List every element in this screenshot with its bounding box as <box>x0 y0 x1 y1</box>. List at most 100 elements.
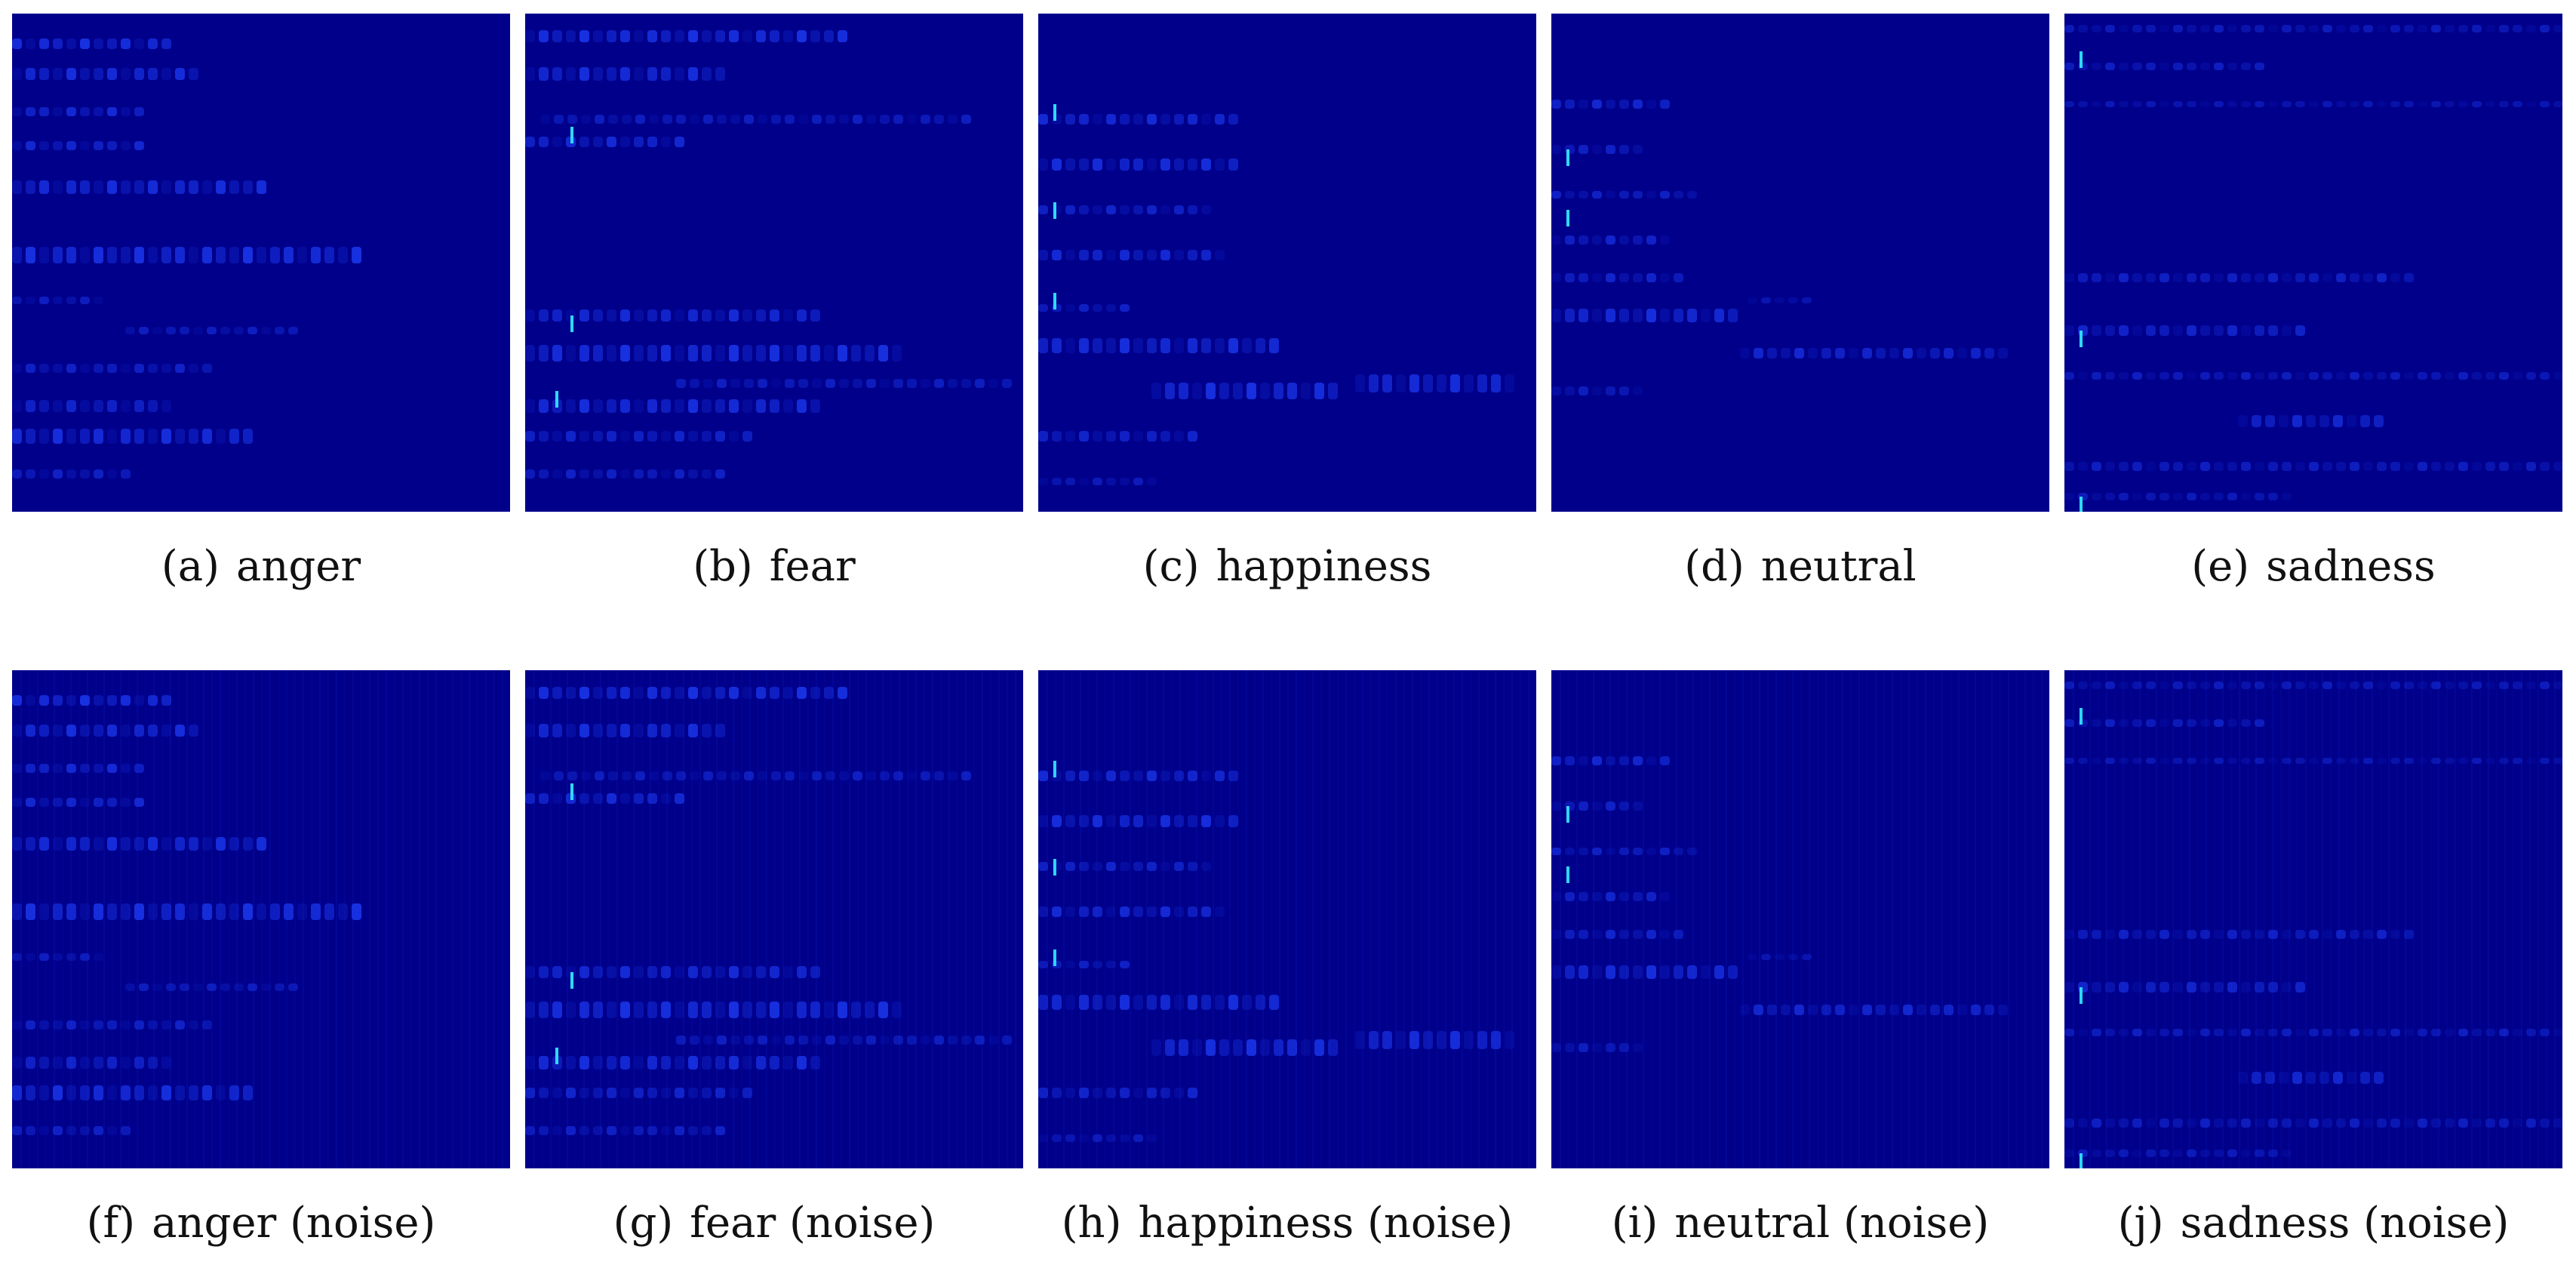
harmonic-band <box>1917 1005 1926 1015</box>
harmonic-band <box>1998 1005 2008 1015</box>
harmonic-band <box>2472 372 2482 380</box>
noise-streak <box>1337 670 1339 1168</box>
harmonic-band <box>2173 682 2183 689</box>
harmonic-band <box>2268 325 2278 336</box>
harmonic-band <box>1147 1088 1157 1098</box>
noise-streak <box>1395 670 1397 1168</box>
harmonic-band <box>1578 848 1588 855</box>
harmonic-band <box>202 364 212 373</box>
harmonic-band <box>2553 1029 2562 1036</box>
harmonic-band <box>634 966 644 978</box>
harmonic-band <box>620 67 630 81</box>
harmonic-band <box>1767 348 1777 359</box>
harmonic-band <box>2200 719 2210 727</box>
harmonic-band <box>2295 982 2305 993</box>
harmonic-band <box>134 903 144 920</box>
harmonic-band <box>94 903 103 920</box>
harmonic-band <box>783 966 793 978</box>
harmonic-band <box>593 1002 603 1018</box>
harmonic-band <box>838 1002 847 1018</box>
harmonic-band <box>1930 1005 1940 1015</box>
harmonic-band <box>593 724 603 737</box>
noise-streak <box>1676 670 1677 1168</box>
harmonic-band <box>812 115 822 124</box>
harmonic-band <box>1093 158 1102 171</box>
harmonic-band <box>2173 63 2183 70</box>
noise-streak <box>1684 670 1686 1168</box>
harmonic-band <box>2092 63 2101 70</box>
harmonic-band <box>1038 114 1048 125</box>
harmonic-band <box>810 1002 820 1018</box>
harmonic-band <box>1592 930 1602 939</box>
harmonic-band <box>1565 1043 1575 1052</box>
harmonic-band <box>825 771 835 780</box>
harmonic-band <box>1944 348 1954 359</box>
noise-streak <box>161 670 163 1168</box>
noise-streak <box>724 670 726 1168</box>
harmonic-band <box>1957 348 1967 359</box>
harmonic-band <box>2159 325 2169 336</box>
harmonic-band <box>1660 965 1670 979</box>
harmonic-band <box>839 379 849 388</box>
harmonic-band <box>2458 758 2468 764</box>
harmonic-band <box>2200 493 2210 500</box>
noise-streak <box>948 670 950 1168</box>
harmonic-band <box>148 247 158 263</box>
harmonic-band <box>770 1002 779 1018</box>
harmonic-band <box>2499 462 2509 471</box>
harmonic-band <box>2132 372 2142 380</box>
harmonic-band <box>80 764 90 773</box>
harmonic-band <box>675 687 684 699</box>
spectrogram-background <box>1038 670 1536 1168</box>
harmonic-band <box>2295 1029 2305 1036</box>
harmonic-band <box>634 137 644 147</box>
noise-streak <box>1917 670 1918 1168</box>
harmonic-band <box>2363 273 2373 282</box>
noise-streak <box>1576 670 1578 1168</box>
harmonic-band <box>961 771 971 780</box>
harmonic-band <box>26 837 35 851</box>
harmonic-band <box>1093 815 1102 827</box>
harmonic-band <box>1038 205 1048 214</box>
harmonic-band <box>2513 682 2522 689</box>
harmonic-band <box>1219 383 1229 399</box>
harmonic-band <box>634 30 644 42</box>
harmonic-band <box>1633 235 1643 245</box>
harmonic-band <box>1633 386 1643 395</box>
harmonic-band <box>148 1085 158 1100</box>
harmonic-band <box>1174 431 1184 442</box>
noise-streak <box>120 670 121 1168</box>
harmonic-band <box>80 1057 90 1069</box>
harmonic-band <box>2485 101 2495 107</box>
harmonic-band <box>2279 415 2289 427</box>
harmonic-band <box>2350 101 2359 107</box>
harmonic-band <box>730 1036 740 1045</box>
harmonic-band <box>2214 682 2224 689</box>
harmonic-band <box>216 429 226 444</box>
harmonic-band <box>2390 101 2400 107</box>
harmonic-band <box>1660 100 1670 109</box>
harmonic-band <box>2363 1119 2373 1128</box>
noise-streak <box>2388 670 2390 1168</box>
harmonic-band <box>2445 1119 2455 1128</box>
harmonic-band <box>1794 348 1804 359</box>
harmonic-band <box>2132 1119 2142 1128</box>
harmonic-band <box>216 180 226 194</box>
harmonic-band <box>1147 431 1157 442</box>
harmonic-band <box>607 1088 616 1098</box>
harmonic-band <box>1592 848 1602 855</box>
harmonic-band <box>2390 1119 2400 1128</box>
harmonic-band <box>1188 1088 1197 1098</box>
caption-title: sadness (noise) <box>2180 1199 2510 1248</box>
harmonic-band <box>635 115 645 124</box>
harmonic-band <box>593 431 603 442</box>
noise-streak <box>1941 670 1943 1168</box>
harmonic-band <box>539 1126 549 1135</box>
noise-streak <box>2338 670 2340 1168</box>
harmonic-band <box>2200 982 2210 993</box>
harmonic-band <box>783 1056 793 1069</box>
harmonic-band <box>26 141 35 150</box>
harmonic-band <box>2526 25 2536 32</box>
harmonic-band <box>758 115 767 124</box>
harmonic-band <box>2119 25 2129 32</box>
